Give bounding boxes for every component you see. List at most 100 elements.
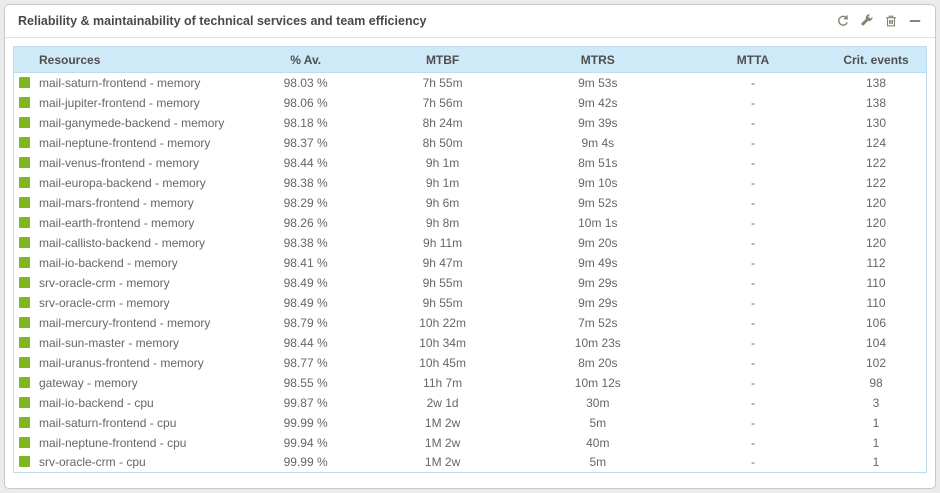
table-body: mail-saturn-frontend - memory 98.03 % 7h…: [14, 73, 927, 473]
mtbf-cell: 9h 8m: [425, 215, 460, 230]
crit-events-cell: 112: [866, 255, 886, 270]
table-row[interactable]: mail-io-backend - memory 98.41 % 9h 47m …: [14, 253, 927, 273]
refresh-icon[interactable]: [835, 13, 850, 28]
crit-events-cell: 138: [866, 75, 887, 90]
table-row[interactable]: mail-saturn-frontend - cpu 99.99 % 1M 2w…: [14, 413, 927, 433]
column-header-mtbf[interactable]: MTBF: [369, 46, 516, 73]
resource-cell: mail-europa-backend - memory: [14, 173, 242, 193]
mtrs-cell: 9m 4s: [581, 135, 615, 150]
table-row[interactable]: mail-ganymede-backend - memory 98.18 % 8…: [14, 113, 927, 133]
resource-name[interactable]: mail-sun-master - memory: [39, 335, 180, 350]
resource-name[interactable]: mail-neptune-frontend - memory: [39, 135, 211, 150]
crit-events-cell: 120: [866, 215, 887, 230]
table-row[interactable]: mail-earth-frontend - memory 98.26 % 9h …: [14, 213, 927, 233]
resource-cell: mail-ganymede-backend - memory: [14, 113, 242, 133]
status-up-icon: [19, 376, 30, 388]
table-row[interactable]: srv-oracle-crm - memory 98.49 % 9h 55m 9…: [14, 273, 927, 293]
mtta-cell: -: [751, 435, 755, 450]
resource-cell: mail-saturn-frontend - cpu: [14, 413, 242, 433]
mtbf-cell: 2w 1d: [426, 395, 459, 410]
crit-events-cell: 106: [866, 315, 887, 330]
mtta-cell: -: [751, 235, 755, 250]
resource-cell: mail-saturn-frontend - memory: [14, 73, 242, 93]
crit-events-cell: 102: [866, 355, 887, 370]
resource-name[interactable]: mail-io-backend - memory: [39, 255, 178, 270]
availability-cell: 98.77 %: [283, 355, 328, 370]
crit-events-cell: 122: [866, 155, 887, 170]
column-header-resources[interactable]: Resources: [13, 46, 242, 73]
mtrs-cell: 10m 12s: [574, 375, 621, 390]
table-row[interactable]: mail-neptune-frontend - memory 98.37 % 8…: [14, 133, 927, 153]
mtrs-cell: 9m 10s: [578, 175, 618, 190]
status-up-icon: [19, 396, 30, 408]
resource-name[interactable]: mail-europa-backend - memory: [39, 175, 206, 190]
resource-name[interactable]: srv-oracle-crm - memory: [39, 275, 170, 290]
mtta-cell: -: [751, 355, 755, 370]
availability-cell: 99.87 %: [283, 395, 328, 410]
column-header-crit-events[interactable]: Crit. events: [826, 46, 927, 73]
trash-icon[interactable]: [883, 13, 898, 28]
mtrs-cell: 8m 51s: [578, 155, 618, 170]
table-row[interactable]: mail-sun-master - memory 98.44 % 10h 34m…: [14, 333, 927, 353]
table-row[interactable]: gateway - memory 98.55 % 11h 7m 10m 12s …: [14, 373, 927, 393]
resource-name[interactable]: mail-uranus-frontend - memory: [39, 355, 204, 370]
status-up-icon: [19, 416, 30, 428]
column-header-availability[interactable]: % Av.: [241, 46, 370, 73]
mtrs-cell: 5m: [589, 415, 607, 430]
column-header-mtta[interactable]: MTTA: [679, 46, 827, 73]
mtrs-cell: 9m 52s: [578, 195, 618, 210]
resource-name[interactable]: mail-mars-frontend - memory: [39, 195, 194, 210]
table-row[interactable]: mail-europa-backend - memory 98.38 % 9h …: [14, 173, 927, 193]
resource-name[interactable]: mail-mercury-frontend - memory: [39, 315, 211, 330]
mtbf-cell: 10h 22m: [419, 315, 466, 330]
resource-cell: srv-oracle-crm - memory: [14, 273, 242, 293]
availability-cell: 98.37 %: [283, 135, 328, 150]
mtta-cell: -: [751, 175, 755, 190]
mtbf-cell: 1M 2w: [424, 415, 461, 430]
resource-name[interactable]: gateway - memory: [39, 375, 138, 390]
table-header-row: Resources % Av. MTBF MTRS MTTA Crit. eve…: [13, 46, 927, 73]
resource-name[interactable]: mail-saturn-frontend - cpu: [39, 415, 177, 430]
mtrs-cell: 9m 29s: [578, 275, 618, 290]
resource-name[interactable]: mail-io-backend - cpu: [39, 395, 154, 410]
mtta-cell: -: [751, 295, 755, 310]
mtbf-cell: 9h 6m: [425, 195, 460, 210]
resource-cell: mail-jupiter-frontend - memory: [14, 93, 242, 113]
mtta-cell: -: [751, 455, 755, 470]
resource-name[interactable]: mail-callisto-backend - memory: [39, 235, 206, 250]
mtta-cell: -: [751, 135, 755, 150]
table-row[interactable]: mail-uranus-frontend - memory 98.77 % 10…: [14, 353, 927, 373]
resource-cell: mail-mars-frontend - memory: [14, 193, 242, 213]
availability-cell: 98.06 %: [283, 95, 328, 110]
panel-titlebar: Reliability & maintainability of technic…: [5, 5, 935, 38]
status-up-icon: [19, 436, 30, 448]
resource-name[interactable]: mail-saturn-frontend - memory: [39, 75, 201, 90]
table-row[interactable]: srv-oracle-crm - cpu 99.99 % 1M 2w 5m - …: [14, 453, 927, 473]
table-row[interactable]: mail-io-backend - cpu 99.87 % 2w 1d 30m …: [14, 393, 927, 413]
resource-cell: mail-sun-master - memory: [14, 333, 242, 353]
resource-name[interactable]: mail-neptune-frontend - cpu: [39, 435, 187, 450]
table-row[interactable]: mail-venus-frontend - memory 98.44 % 9h …: [14, 153, 927, 173]
wrench-icon[interactable]: [859, 13, 874, 28]
crit-events-cell: 3: [872, 395, 880, 410]
resource-name[interactable]: mail-ganymede-backend - memory: [39, 115, 225, 130]
resource-name[interactable]: srv-oracle-crm - memory: [39, 295, 170, 310]
mtrs-cell: 9m 20s: [578, 235, 618, 250]
resource-name[interactable]: srv-oracle-crm - cpu: [39, 455, 146, 470]
table-row[interactable]: mail-neptune-frontend - cpu 99.94 % 1M 2…: [14, 433, 927, 453]
resource-name[interactable]: mail-venus-frontend - memory: [39, 155, 200, 170]
status-up-icon: [19, 356, 30, 368]
resource-name[interactable]: mail-earth-frontend - memory: [39, 215, 195, 230]
table-row[interactable]: mail-jupiter-frontend - memory 98.06 % 7…: [14, 93, 927, 113]
resource-cell: mail-uranus-frontend - memory: [14, 353, 242, 373]
table-row[interactable]: mail-mercury-frontend - memory 98.79 % 1…: [14, 313, 927, 333]
table-row[interactable]: mail-mars-frontend - memory 98.29 % 9h 6…: [14, 193, 927, 213]
column-header-mtrs[interactable]: MTRS: [515, 46, 680, 73]
table-row[interactable]: srv-oracle-crm - memory 98.49 % 9h 55m 9…: [14, 293, 927, 313]
table-row[interactable]: mail-saturn-frontend - memory 98.03 % 7h…: [14, 73, 927, 93]
resource-name[interactable]: mail-jupiter-frontend - memory: [39, 95, 200, 110]
table-row[interactable]: mail-callisto-backend - memory 98.38 % 9…: [14, 233, 927, 253]
minimize-icon[interactable]: [907, 13, 922, 28]
mtbf-cell: 9h 11m: [423, 235, 463, 250]
status-up-icon: [19, 296, 30, 308]
